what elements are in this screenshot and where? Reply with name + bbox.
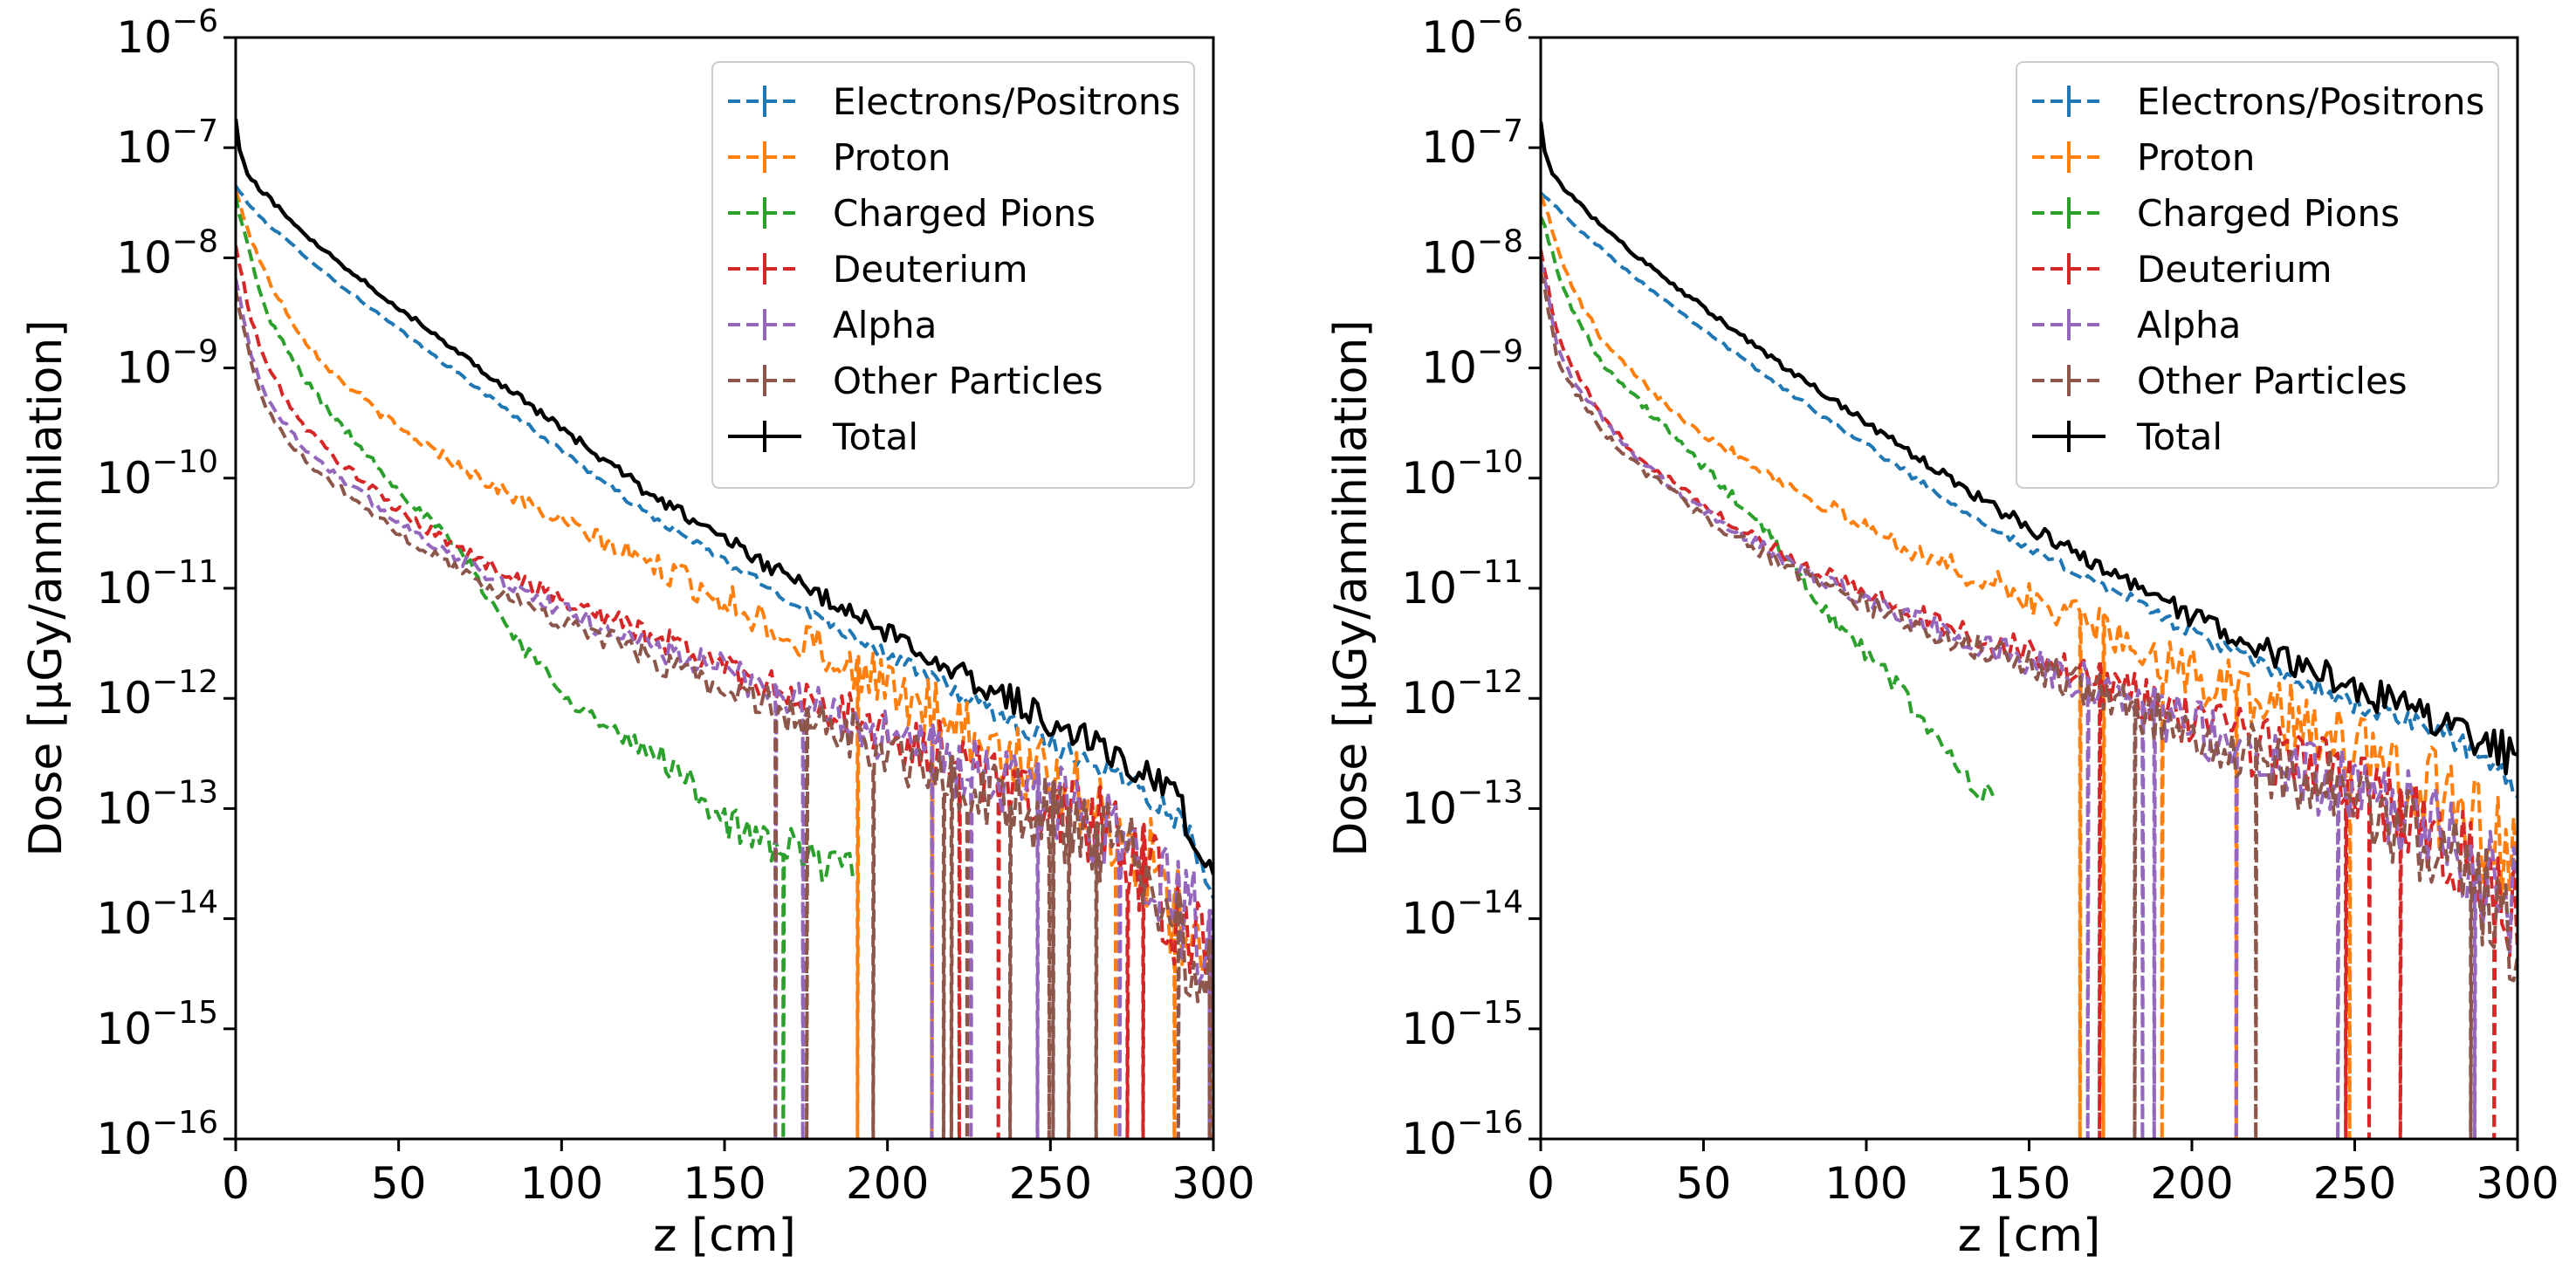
legend-label-alpha: Alpha (833, 304, 937, 346)
y-tick-label: 10−8 (116, 223, 218, 283)
legend-label-other-particles: Other Particles (2137, 360, 2408, 402)
y-tick-label: 10−12 (96, 664, 218, 724)
x-tick-label: 300 (1171, 1158, 1254, 1209)
y-tick-label: 10−16 (96, 1105, 218, 1164)
y-tick-label: 10−13 (1401, 774, 1523, 833)
x-tick-label: 100 (520, 1158, 603, 1209)
legend-label-other-particles: Other Particles (833, 360, 1103, 402)
series-line-electrons-positrons (236, 184, 1213, 899)
x-tick-label: 0 (1527, 1158, 1555, 1209)
y-tick-label: 10−8 (1421, 223, 1523, 283)
x-tick-label: 250 (1009, 1158, 1092, 1209)
x-axis-label: z [cm] (653, 1210, 796, 1262)
legend-label-total: Total (2136, 415, 2222, 458)
y-tick-label: 10−13 (96, 774, 218, 833)
x-tick-label: 250 (2313, 1158, 2396, 1209)
x-tick-label: 0 (222, 1158, 250, 1209)
y-tick-label: 10−15 (96, 995, 218, 1054)
y-tick-label: 10−10 (1401, 444, 1523, 504)
y-tick-label: 10−6 (1421, 3, 1523, 63)
legend-box (711, 61, 1195, 489)
right-chart-panel: 0 50 100 150 200 250 300 10−16 10−15 10−14 10−13 10… (1325, 3, 2559, 1262)
y-tick-label: 10−9 (116, 334, 218, 394)
series-line-charged-pions (1541, 216, 1996, 803)
y-tick-label: 10−6 (116, 3, 218, 63)
x-tick-label: 150 (683, 1158, 766, 1209)
legend-label-deuterium: Deuterium (833, 248, 1028, 291)
series-line-other-particles (236, 289, 1213, 1139)
y-axis-label: Dose [µGy/annihilation] (20, 319, 72, 856)
legend-label-proton: Proton (833, 136, 951, 179)
series-line-total (236, 119, 1213, 875)
series-line-other-particles (1541, 271, 2518, 1139)
series-line-proton (236, 189, 1213, 1139)
y-tick-label: 10−16 (1401, 1105, 1523, 1164)
legend-label-alpha: Alpha (2137, 304, 2241, 346)
series-line-total (1541, 121, 2518, 776)
x-tick-label: 100 (1824, 1158, 1907, 1209)
x-tick-label: 300 (2476, 1158, 2559, 1209)
y-tick-label: 10−11 (96, 554, 218, 614)
legend: Electrons/Positrons Proton Charged Pions De… (711, 61, 1195, 489)
series-line-alpha (236, 278, 1213, 1139)
plot-lines (236, 119, 1213, 1139)
left-chart-panel: 0 50 100 150 200 250 300 10−16 10−15 10−14 10−13 10… (20, 3, 1255, 1262)
legend-label-electrons-positrons: Electrons/Positrons (833, 80, 1180, 123)
y-tick-label: 10−7 (1421, 113, 1523, 173)
x-tick-label: 50 (1676, 1158, 1732, 1209)
x-tick-label: 200 (2150, 1158, 2233, 1209)
legend-label-deuterium: Deuterium (2137, 248, 2332, 291)
series-line-proton (1541, 194, 2518, 1139)
legend-box (2016, 61, 2499, 489)
y-tick-label: 10−14 (96, 885, 218, 944)
legend-label-charged-pions: Charged Pions (2137, 192, 2400, 235)
y-tick-label: 10−11 (1401, 554, 1523, 614)
y-tick-label: 10−14 (1401, 885, 1523, 944)
plot-lines (1541, 121, 2518, 1139)
x-tick-label: 200 (846, 1158, 929, 1209)
y-tick-label: 10−12 (1401, 664, 1523, 724)
x-tick-label: 50 (371, 1158, 427, 1209)
y-tick-label: 10−9 (1421, 334, 1523, 394)
legend-label-proton: Proton (2137, 136, 2255, 179)
legend-label-total: Total (832, 415, 918, 458)
series-line-alpha (1541, 260, 2518, 1139)
series-line-charged-pions (236, 195, 855, 1139)
x-axis-label: z [cm] (1958, 1210, 2101, 1262)
y-axis-label: Dose [µGy/annihilation] (1325, 319, 1377, 856)
legend: Electrons/Positrons Proton Charged Pions De… (2016, 61, 2499, 489)
series-line-electrons-positrons (1541, 191, 2518, 799)
legend-label-electrons-positrons: Electrons/Positrons (2137, 80, 2484, 123)
y-tick-label: 10−7 (116, 113, 218, 173)
legend-label-charged-pions: Charged Pions (833, 192, 1096, 235)
x-tick-label: 150 (1988, 1158, 2071, 1209)
y-tick-label: 10−10 (96, 444, 218, 504)
y-tick-label: 10−15 (1401, 995, 1523, 1054)
